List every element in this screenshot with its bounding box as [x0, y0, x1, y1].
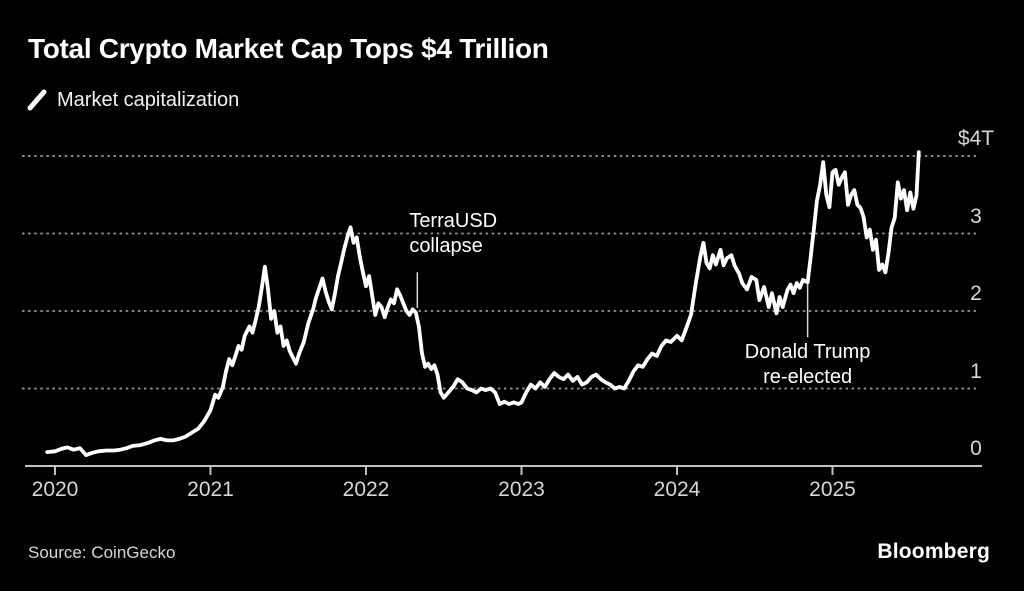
annotation-line: re-elected — [763, 366, 853, 389]
line-series-swatch-icon — [27, 89, 47, 111]
annotation-trump-reelected: Donald Trump re-elected — [745, 340, 871, 390]
x-tick-label-2020: 2020 — [31, 478, 79, 501]
bloomberg-logo: Bloomberg — [877, 540, 990, 563]
x-tick-label-2024: 2024 — [653, 478, 701, 501]
x-tick-label-2022: 2022 — [342, 478, 390, 501]
y-tick-label-3: 3 — [970, 204, 982, 228]
annotation-line: Donald Trump — [744, 341, 871, 364]
annotation-line: collapse — [409, 235, 483, 258]
chart-title: Total Crypto Market Cap Tops $4 Trillion — [28, 33, 549, 64]
y-tick-label-2: 2 — [970, 282, 982, 305]
market-cap-line — [45, 150, 921, 458]
chart-legend: Market capitalization — [26, 88, 239, 112]
y-tick-label-1: 1 — [970, 359, 982, 383]
legend-label: Market capitalization — [57, 88, 240, 111]
y-tick-label-0: 0 — [970, 437, 982, 460]
annotation-terrausd-collapse: TerraUSD collapse — [409, 209, 497, 259]
x-tick-label-2021: 2021 — [187, 478, 234, 501]
annotation-line: TerraUSD — [409, 210, 498, 233]
x-tick-label-2023: 2023 — [498, 478, 545, 501]
source-credit: Source: CoinGecko — [28, 543, 176, 562]
x-tick-label-2025: 2025 — [809, 478, 856, 501]
y-tick-label-$4T: $4T — [957, 127, 995, 150]
